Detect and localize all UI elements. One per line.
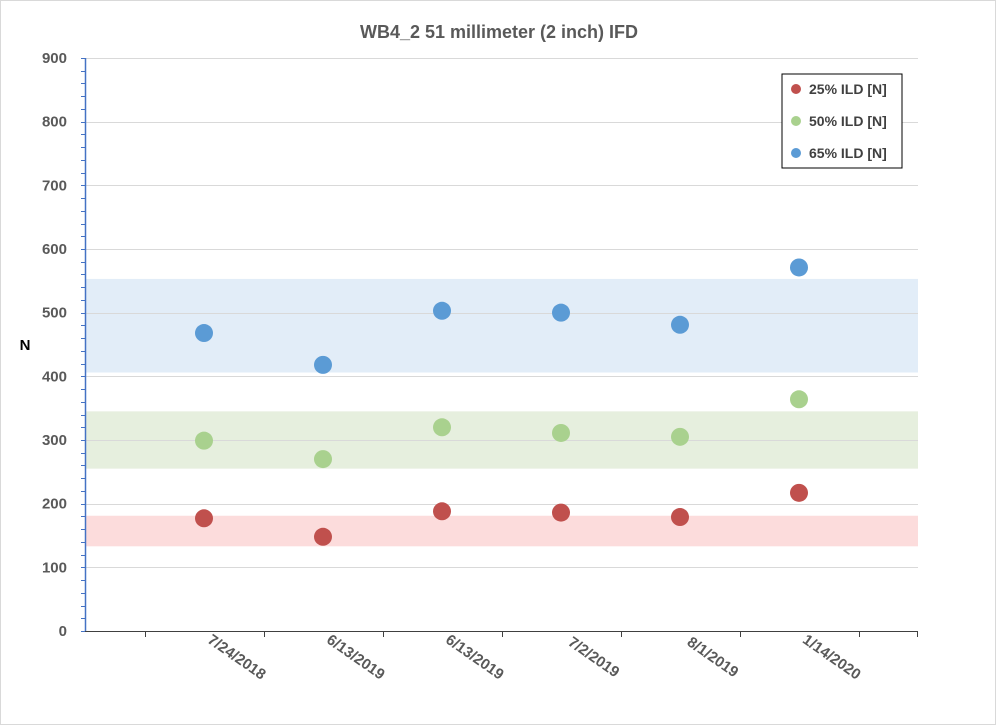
data-point-series0 [552,503,570,522]
data-point-series1 [195,431,213,450]
legend-label-25: 25% ILD [N] [809,81,887,97]
data-point-series0 [314,527,332,546]
y-tick-label: 100 [42,559,67,576]
data-point-series2 [552,303,570,322]
data-point-series0 [790,483,808,502]
data-point-series0 [671,508,689,527]
data-point-series0 [433,502,451,521]
legend-marker-65 [791,148,801,158]
data-point-series2 [671,315,689,334]
legend-marker-50 [791,116,801,126]
legend-label-50: 50% ILD [N] [809,113,887,129]
band-2 [86,278,918,373]
y-axis-label: N [20,337,31,354]
x-tick-label: 7/24/2018 [204,631,268,683]
axes [81,58,918,632]
data-point-series2 [195,324,213,343]
y-tick-label: 500 [42,305,67,322]
data-point-series0 [195,509,213,528]
y-tick-label: 800 [42,114,67,131]
y-tick-label: 700 [42,177,67,194]
legend-marker-25 [791,84,801,94]
legend-label-65: 65% ILD [N] [809,145,887,161]
data-point-series1 [790,390,808,409]
x-tick-label: 6/13/2019 [323,631,387,683]
data-point-series2 [433,301,451,320]
data-point-series1 [671,427,689,446]
band-layer [86,278,918,547]
y-tick-label: 0 [59,623,67,640]
data-point-series1 [314,450,332,469]
legend: 25% ILD [N] 50% ILD [N] 65% ILD [N] [781,73,903,169]
x-axis-ticks: 7/24/2018 6/13/2019 6/13/2019 7/2/2019 8/1/2… [145,631,918,683]
data-point-series2 [790,258,808,277]
x-tick-label: 6/13/2019 [442,631,506,683]
x-tick-label: 8/1/2019 [684,634,742,681]
x-tick-label: 7/2/2019 [565,634,623,681]
y-tick-label: 600 [42,241,67,258]
y-tick-label: 300 [42,432,67,449]
gridlines [85,58,918,568]
chart-title: WB4_2 51 millimeter (2 inch) IFD [360,22,638,42]
legend-box [781,73,903,169]
x-tick-label: 1/14/2020 [799,631,863,683]
data-point-series1 [552,423,570,442]
y-axis-ticks: 0 100 200 300 400 500 600 700 800 900 [42,50,67,640]
data-point-series2 [314,355,332,374]
y-tick-label: 400 [42,368,67,385]
band-0 [86,515,918,547]
y-tick-label: 900 [42,50,67,67]
data-point-series1 [433,418,451,437]
y-tick-label: 200 [42,496,67,513]
data-points [195,258,808,546]
